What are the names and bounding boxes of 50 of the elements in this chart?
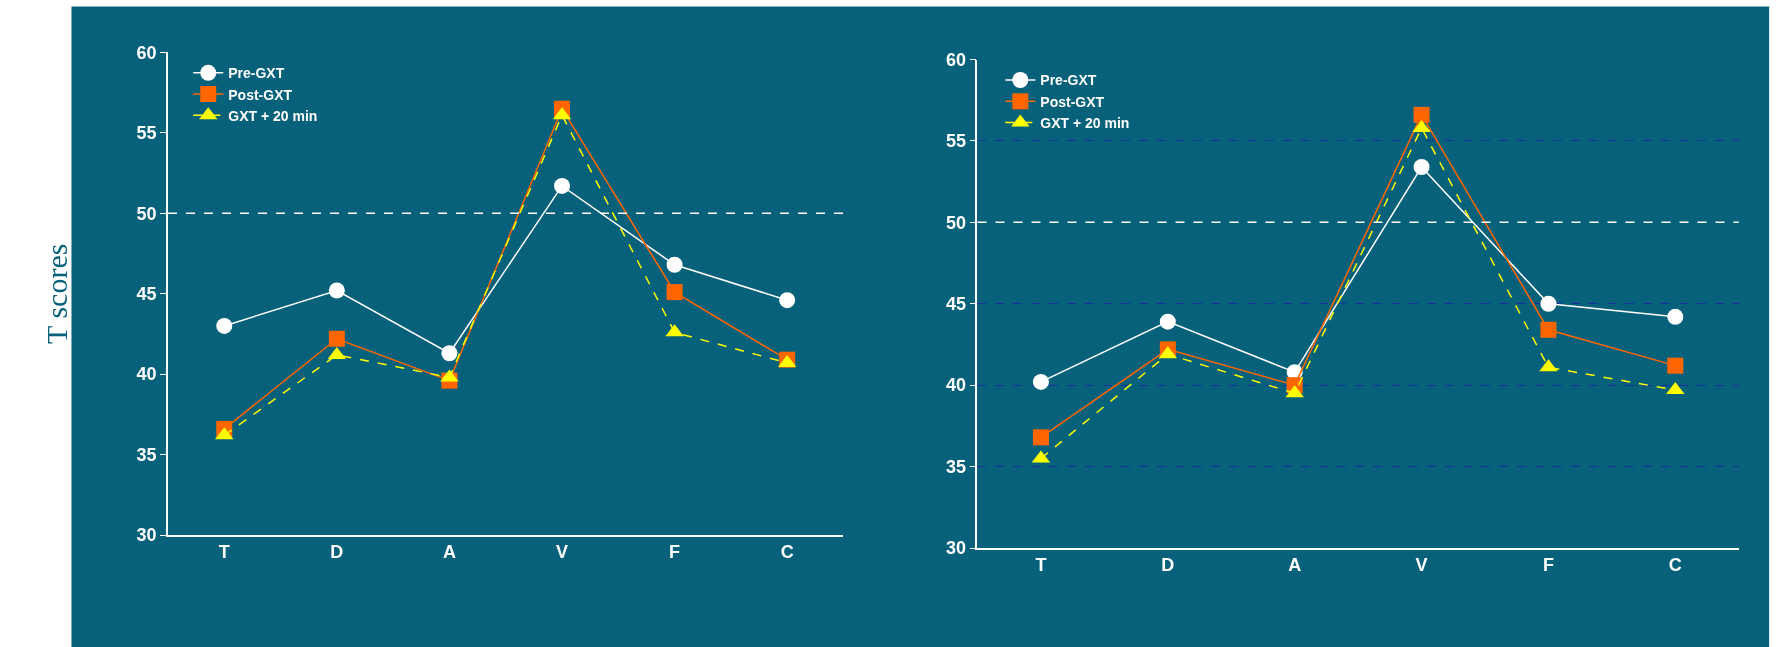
x-tick-label: T <box>1035 555 1047 576</box>
point <box>1032 429 1049 446</box>
point <box>779 292 796 309</box>
point <box>666 284 683 301</box>
legend-label: Post-GXT <box>1040 93 1105 110</box>
y-tick-label: 60 <box>136 42 157 63</box>
x-tick-label: V <box>556 542 569 563</box>
y-tick-label: 55 <box>136 123 157 144</box>
point <box>216 317 233 334</box>
point <box>666 256 683 273</box>
x-tick-label: F <box>1542 555 1554 576</box>
x-tick-label: A <box>1288 555 1302 576</box>
y-tick-label: 40 <box>136 364 157 385</box>
point <box>554 177 571 194</box>
x-tick-label: D <box>1161 555 1175 576</box>
point <box>1159 313 1176 330</box>
y-tick-label: 45 <box>946 294 967 315</box>
y-tick-label: 60 <box>946 49 967 70</box>
point <box>328 330 345 347</box>
x-tick-label: V <box>1415 555 1428 576</box>
x-tick-label: C <box>1668 555 1682 576</box>
point <box>441 345 458 362</box>
y-tick-label: 50 <box>946 212 967 233</box>
x-tick-label: T <box>218 542 230 563</box>
x-tick-label: D <box>330 542 344 563</box>
legend-label: Pre-GXT <box>228 65 285 82</box>
y-axis-title: T scores <box>40 243 74 344</box>
y-tick-label: 45 <box>136 284 157 305</box>
point <box>1032 373 1049 390</box>
point <box>1413 106 1430 123</box>
x-tick-label: F <box>669 542 681 563</box>
legend-label: GXT + 20 min <box>228 107 318 124</box>
point <box>1413 158 1430 175</box>
x-tick-label: A <box>442 542 456 563</box>
legend-label: GXT + 20 min <box>1040 114 1130 131</box>
y-tick-label: 30 <box>136 525 157 546</box>
point <box>1540 295 1557 312</box>
y-tick-label: 50 <box>136 203 157 224</box>
point <box>328 282 345 299</box>
legend-label: Post-GXT <box>228 86 293 103</box>
point <box>1540 321 1557 338</box>
y-tick-label: 55 <box>946 131 967 152</box>
y-tick-label: 40 <box>946 375 967 396</box>
x-tick-label: C <box>780 542 794 563</box>
y-tick-label: 35 <box>946 456 967 477</box>
y-tick-label: 35 <box>136 444 157 465</box>
y-tick-label: 30 <box>946 538 967 559</box>
legend-label: Pre-GXT <box>1040 72 1097 89</box>
point <box>1667 308 1684 325</box>
point <box>1667 357 1684 374</box>
